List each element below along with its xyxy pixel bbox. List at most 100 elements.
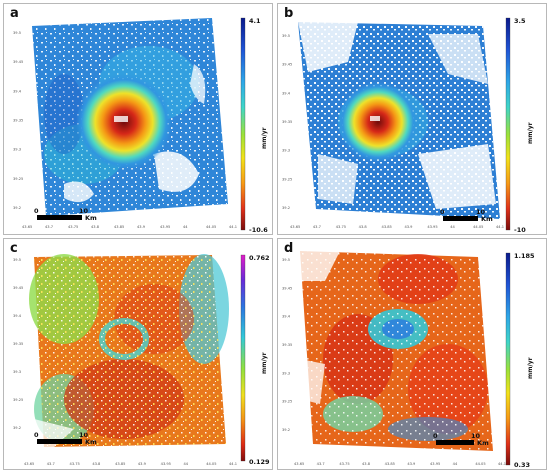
- colorbar: 4.1 -10.6 mm/yr: [240, 17, 268, 234]
- lon-tick-label: 44: [453, 462, 458, 466]
- colorbar-unit: mm/yr: [527, 357, 534, 379]
- lat-tick-label: 39.2: [13, 206, 21, 210]
- lon-tick-label: 43.75: [70, 462, 80, 466]
- lon-tick-label: 43.65: [294, 462, 304, 466]
- scale-unit: Km: [85, 438, 97, 446]
- lon-tick-label: 43.8: [92, 462, 101, 466]
- lon-tick-label: 43.95: [430, 462, 440, 466]
- lat-tick-label: 39.2: [282, 428, 290, 432]
- lon-tick-label: 43.75: [336, 225, 346, 229]
- lat-tick-label: 39.25: [282, 400, 292, 404]
- lon-tick-label: 43.85: [115, 462, 125, 466]
- colorbar-unit: mm/yr: [261, 352, 268, 374]
- lon-tick-label: 43.7: [47, 462, 55, 466]
- colorbar-min: 0.129: [249, 458, 270, 466]
- lon-tick-label: 44.1: [498, 462, 506, 466]
- lon-tick-label: 43.7: [313, 225, 321, 229]
- panel-letter: a: [10, 6, 19, 21]
- lon-tick-label: 43.65: [22, 225, 32, 229]
- colorbar: 3.5 -10 mm/yr: [505, 17, 534, 234]
- lat-tick-label: 39.45: [13, 286, 23, 290]
- lon-tick-label: 44.05: [473, 225, 483, 229]
- lat-tick-label: 39.45: [13, 60, 23, 64]
- colorbar-max: 0.762: [249, 254, 270, 262]
- scale-zero: 0: [34, 431, 39, 439]
- lon-tick-label: 43.8: [359, 225, 368, 229]
- colorbar-max: 3.5: [514, 17, 526, 25]
- scale-ten: 10: [79, 207, 89, 215]
- scale-unit: Km: [481, 215, 493, 223]
- panel-letter: b: [284, 6, 294, 21]
- lat-tick-label: 39.35: [282, 343, 292, 347]
- lon-tick-label: 43.8: [362, 462, 371, 466]
- lon-tick-label: 44.1: [496, 225, 504, 229]
- lon-tick-label: 43.7: [45, 225, 53, 229]
- scale-ten: 10: [471, 432, 481, 440]
- scale-zero: 0: [433, 432, 438, 440]
- lon-tick-label: 43.7: [317, 462, 325, 466]
- lat-tick-label: 39.25: [282, 177, 292, 181]
- lat-tick-label: 39.45: [282, 63, 292, 67]
- lat-tick-label: 39.35: [282, 120, 292, 124]
- lon-tick-label: 43.95: [427, 225, 437, 229]
- colorbar: 1.185 0.33 mm/yr: [505, 252, 535, 469]
- lon-tick-label: 43.75: [68, 225, 78, 229]
- lon-tick-label: 43.85: [385, 462, 395, 466]
- lon-tick-label: 44: [183, 225, 188, 229]
- map-panel-b: 39.5 39.45 39.4 39.35 39.3 39.25 39.2 43.65 43.…: [277, 3, 547, 235]
- map-svg-a: 39.5 39.45 39.4 39.35 39.3 39.25 39.2 43.65 43.…: [13, 17, 268, 234]
- lon-tick-label: 43.65: [24, 462, 34, 466]
- colorbar-unit: mm/yr: [527, 122, 534, 144]
- lat-tick-label: 39.3: [13, 370, 21, 374]
- colorbar-unit: mm/yr: [261, 127, 268, 149]
- lon-tick-label: 43.75: [339, 462, 349, 466]
- lon-tick-label: 44.05: [206, 462, 216, 466]
- colorbar-min: 0.33: [514, 461, 530, 469]
- decorrelated-area: [154, 151, 199, 192]
- lat-tick-label: 39.45: [282, 286, 292, 290]
- scale-unit: Km: [477, 439, 489, 447]
- lon-tick-label: 43.9: [138, 462, 147, 466]
- lon-tick-label: 43.85: [114, 225, 124, 229]
- lat-tick-label: 39.4: [282, 91, 291, 95]
- lat-tick-label: 39.3: [282, 371, 290, 375]
- lat-tick-label: 39.5: [13, 258, 21, 262]
- lat-tick-label: 39.25: [13, 398, 23, 402]
- lon-tick-label: 44: [450, 225, 455, 229]
- lat-tick-label: 39.4: [13, 89, 22, 93]
- colorbar-max: 1.185: [514, 252, 535, 260]
- lat-tick-label: 39.3: [13, 148, 21, 152]
- scale-bar: 0 10 Km: [440, 208, 493, 223]
- colorbar-max: 4.1: [249, 17, 261, 25]
- lon-tick-label: 43.95: [160, 225, 170, 229]
- lat-tick-label: 39.2: [282, 206, 290, 210]
- map-svg-b: 39.5 39.45 39.4 39.35 39.3 39.25 39.2 43.65 43.…: [282, 17, 534, 234]
- lon-tick-label: 44: [183, 462, 188, 466]
- lon-tick-label: 43.9: [407, 462, 416, 466]
- lat-tick-label: 39.3: [282, 149, 290, 153]
- lon-tick-label: 43.8: [91, 225, 100, 229]
- lon-tick-label: 43.95: [161, 462, 171, 466]
- deformation-center: [338, 82, 418, 162]
- lon-tick-label: 44.1: [229, 462, 237, 466]
- lon-tick-label: 44.05: [475, 462, 485, 466]
- lon-tick-label: 44.1: [229, 225, 237, 229]
- lat-tick-label: 39.4: [13, 314, 22, 318]
- lat-tick-label: 39.35: [13, 342, 23, 346]
- lat-tick-label: 39.4: [282, 315, 291, 319]
- colorbar-min: -10.6: [249, 226, 268, 234]
- lat-tick-label: 39.5: [282, 258, 290, 262]
- map-svg-d: 39.5 39.45 39.4 39.35 39.3 39.25 39.2 43.65 43.…: [282, 251, 535, 469]
- colorbar: 0.762 0.129 mm/yr: [240, 254, 270, 466]
- scale-bar: 0 10 Km: [433, 432, 489, 447]
- map-panel-c: 39.5 39.45 39.4 39.35 39.3 39.25 39.2 43.65 43.…: [3, 238, 273, 470]
- lat-tick-label: 39.25: [13, 177, 23, 181]
- lat-tick-label: 39.2: [13, 426, 21, 430]
- panel-letter: c: [10, 241, 18, 256]
- lat-tick-label: 39.5: [282, 34, 290, 38]
- lon-tick-label: 43.65: [290, 225, 300, 229]
- lat-tick-label: 39.5: [13, 31, 21, 35]
- panel-letter: d: [284, 241, 294, 256]
- lon-tick-label: 44.05: [206, 225, 216, 229]
- lon-tick-label: 43.85: [382, 225, 392, 229]
